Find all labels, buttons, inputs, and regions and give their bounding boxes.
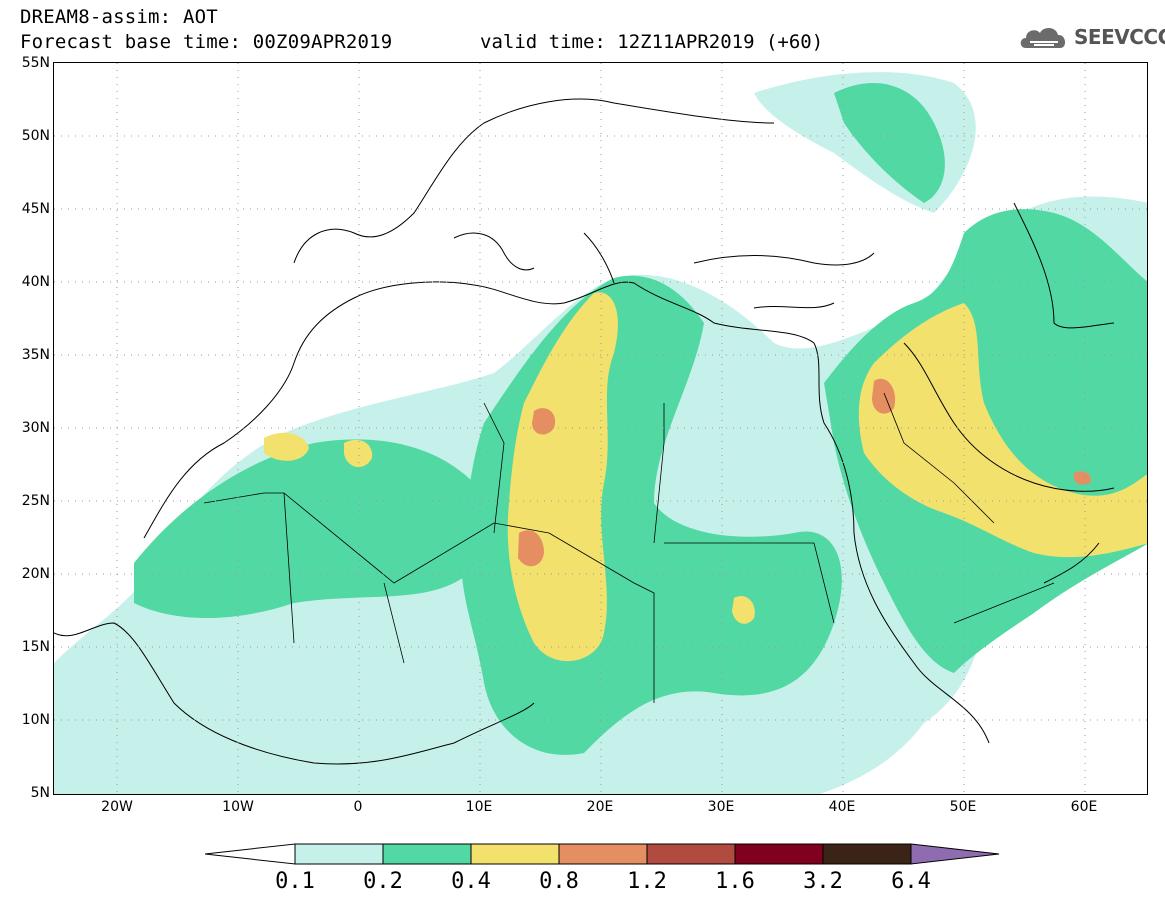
aot-field-orange — [532, 408, 556, 435]
aot-field-yellow — [344, 439, 373, 468]
aot-field-yellow — [858, 303, 1147, 558]
aot-field-green — [834, 83, 945, 203]
y-tick-label: 10N — [21, 712, 50, 728]
map-canvas — [54, 63, 1147, 794]
seevccc-logo: SEEVCCC — [1018, 24, 1165, 50]
y-tick-label: 15N — [21, 639, 50, 655]
valid-time: valid time: 12Z11APR2019 (+60) — [480, 31, 824, 53]
y-tick-label: 25N — [21, 493, 50, 509]
colorbar — [205, 843, 1000, 865]
coastlines — [54, 98, 1115, 765]
colorbar-swatch — [382, 843, 472, 865]
y-tick-label: 40N — [21, 274, 50, 290]
aot-field-yellow — [264, 432, 309, 461]
x-tick-label: 10E — [465, 799, 493, 815]
graticule — [54, 63, 1147, 794]
colorbar-swatch — [822, 843, 912, 865]
borders — [203, 392, 1055, 703]
y-tick-label: 30N — [21, 420, 50, 436]
product-title: DREAM8-assim: AOT — [20, 6, 218, 28]
x-tick-label: 60E — [1070, 799, 1098, 815]
aot-map — [53, 62, 1148, 795]
colorbar-swatch — [470, 843, 560, 865]
colorbar-label: 6.4 — [891, 869, 931, 894]
colorbar-under-triangle — [205, 843, 296, 865]
x-tick-label: 50E — [949, 799, 977, 815]
colorbar-label: 1.6 — [715, 869, 755, 894]
x-tick-label: 40E — [828, 799, 856, 815]
aot-field-yellow — [732, 595, 755, 624]
aot-field-orange — [518, 530, 544, 567]
colorbar-swatch — [734, 843, 824, 865]
y-tick-label: 55N — [21, 55, 50, 71]
y-tick-label: 35N — [21, 347, 50, 363]
x-tick-label: 20W — [101, 799, 133, 815]
colorbar-swatch — [646, 843, 736, 865]
aot-fields — [54, 72, 1147, 794]
colorbar-label: 1.2 — [627, 869, 667, 894]
aot-field-orange — [872, 378, 896, 414]
y-tick-label: 50N — [21, 128, 50, 144]
base-time: Forecast base time: 00Z09APR2019 — [20, 31, 393, 53]
aot-field-light — [654, 390, 833, 497]
x-tick-label: 10W — [222, 799, 254, 815]
colorbar-label: 3.2 — [803, 869, 843, 894]
colorbar-label: 0.8 — [539, 869, 579, 894]
aot-field-orange — [1073, 471, 1091, 485]
y-tick-label: 45N — [21, 201, 50, 217]
x-tick-label: 30E — [707, 799, 735, 815]
x-tick-label: 20E — [586, 799, 614, 815]
colorbar-over-triangle — [910, 843, 1000, 865]
cloud-icon — [1020, 27, 1066, 48]
x-tick-label: 0 — [353, 799, 363, 815]
colorbar-label: 0.4 — [451, 869, 491, 894]
colorbar-swatch — [558, 843, 648, 865]
colorbar-swatch — [294, 843, 384, 865]
y-tick-label: 5N — [30, 785, 50, 801]
y-tick-label: 20N — [21, 566, 50, 582]
aot-field-green — [134, 439, 492, 618]
aot-field-yellow — [507, 292, 618, 662]
colorbar-label: 0.2 — [363, 869, 403, 894]
logo-text: SEEVCCC — [1074, 25, 1165, 49]
colorbar-label: 0.1 — [275, 869, 315, 894]
